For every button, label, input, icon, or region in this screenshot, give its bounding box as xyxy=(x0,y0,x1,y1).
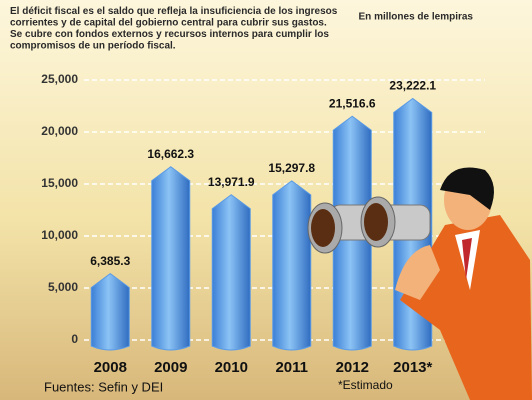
y-tick-label: 0 xyxy=(71,332,78,346)
unit-label: En millones de lempiras xyxy=(359,12,474,23)
footnote: *Estimado xyxy=(338,378,393,392)
illustration xyxy=(307,167,532,400)
value-label: 23,222.1 xyxy=(389,79,436,93)
x-tick-label: 2009 xyxy=(154,359,187,376)
y-tick-label: 25,000 xyxy=(41,72,78,86)
bar xyxy=(90,272,130,351)
value-label: 13,971.9 xyxy=(208,175,255,189)
value-label: 15,297.8 xyxy=(268,161,315,175)
bar xyxy=(272,180,312,351)
y-tick-label: 10,000 xyxy=(41,228,78,242)
description-line: compromisos de un período fiscal. xyxy=(10,41,176,52)
bar xyxy=(151,166,191,351)
value-label: 21,516.6 xyxy=(329,96,376,110)
source: Fuentes: Sefin y DEI xyxy=(44,379,163,394)
x-tick-label: 2013* xyxy=(393,359,432,376)
x-tick-label: 2011 xyxy=(275,359,308,376)
y-tick-label: 5,000 xyxy=(48,280,78,294)
description-line: Se cubre con fondos externos y recursos … xyxy=(10,29,329,40)
x-tick-label: 2010 xyxy=(215,359,248,376)
description-line: corrientes y de capital del gobierno cen… xyxy=(10,18,327,29)
x-tick-label: 2012 xyxy=(336,359,369,376)
y-tick-label: 15,000 xyxy=(41,176,78,190)
value-label: 16,662.3 xyxy=(147,147,194,161)
x-tick-label: 2008 xyxy=(94,359,127,376)
y-tick-label: 20,000 xyxy=(41,124,78,138)
bar xyxy=(211,194,251,351)
value-label: 6,385.3 xyxy=(90,254,130,268)
description-line: El déficit fiscal es el saldo que reflej… xyxy=(10,6,338,17)
